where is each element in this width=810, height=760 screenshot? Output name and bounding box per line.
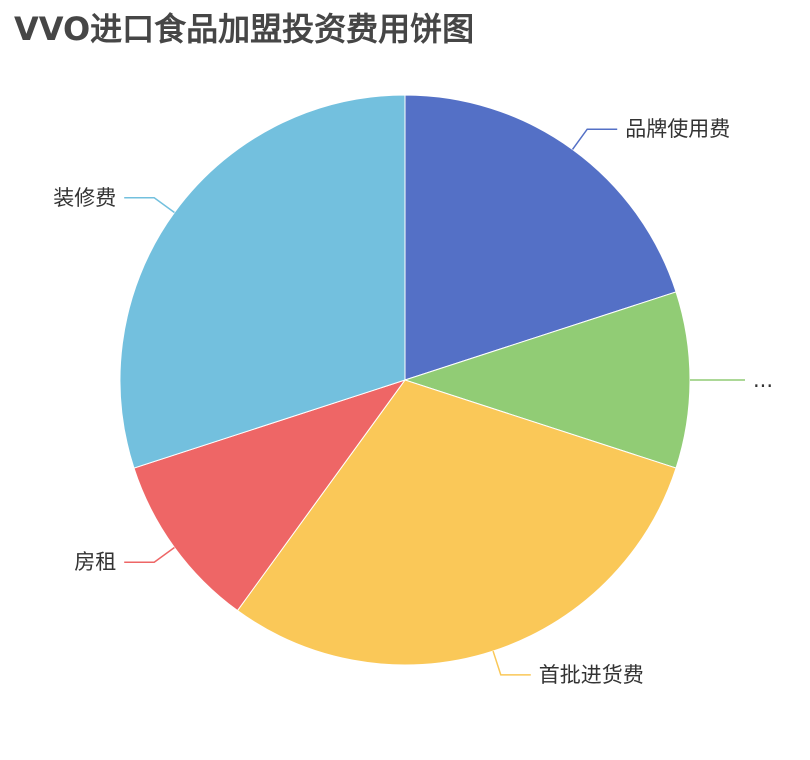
slice-label-1: ... [753, 368, 773, 392]
label-leaders [124, 128, 745, 676]
leader-line-3 [124, 546, 175, 563]
slice-label-3: 房租 [74, 550, 116, 574]
pie-slice-0[interactable] [404, 94, 677, 381]
pie-slices [119, 94, 691, 666]
slice-label-4: 装修费 [53, 186, 116, 210]
slice-label-2: 首批进货费 [539, 663, 644, 687]
slice-labels: 品牌使用费... 首批进货费 房租 装修费 [53, 117, 773, 687]
slice-label-0: 品牌使用费 [625, 117, 730, 141]
leader-line-2 [492, 650, 531, 676]
pie-slice-2[interactable] [236, 379, 677, 666]
leader-line-0 [571, 128, 618, 150]
leader-line-4 [124, 197, 175, 214]
pie-slice-1[interactable] [403, 291, 691, 469]
chart-title: VVO进口食品加盟投资费用饼图 [14, 10, 475, 48]
pie-slice-4[interactable] [119, 94, 406, 469]
pie-slice-3[interactable] [133, 379, 407, 612]
